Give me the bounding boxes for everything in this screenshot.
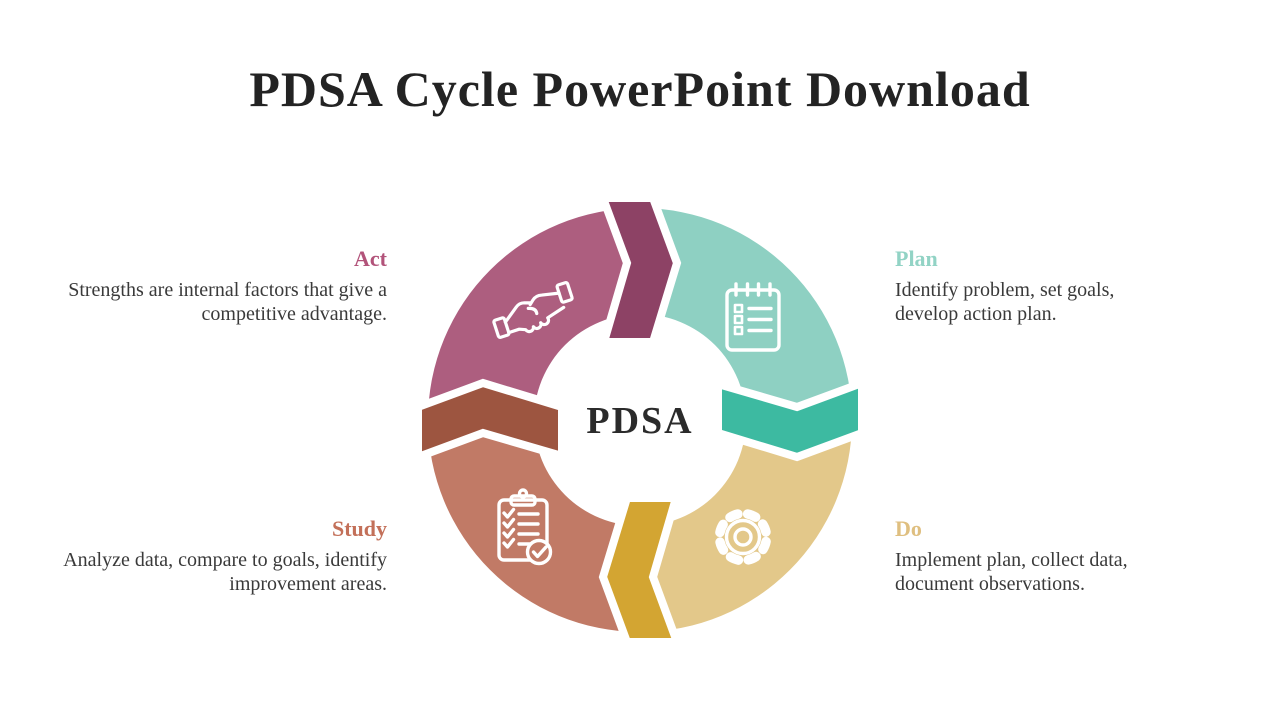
step-plan: Plan Identify problem, set goals, develo… — [895, 246, 1165, 326]
step-do-label: Do — [895, 516, 922, 541]
act-arrow — [597, 194, 682, 346]
clipboard-check-icon — [497, 488, 553, 566]
step-act: Act Strengths are internal factors that … — [47, 246, 387, 326]
diagram-center-label: PDSA — [586, 400, 693, 442]
step-study: Study Analyze data, compare to goals, id… — [47, 516, 387, 596]
ring-segments — [428, 208, 852, 632]
act-segment — [428, 208, 640, 420]
step-study-label: Study — [331, 516, 387, 541]
step-plan-description: Identify problem, set goals, develop act… — [895, 279, 1115, 325]
gear-icon — [714, 508, 772, 566]
checklist-notepad-icon — [725, 282, 781, 352]
step-plan-label: Plan — [895, 246, 938, 271]
do-segment — [640, 420, 852, 632]
step-study-description: Analyze data, compare to goals, identify… — [63, 549, 387, 595]
step-do: Do Implement plan, collect data, documen… — [895, 516, 1175, 596]
cycle-arrows — [414, 194, 866, 646]
study-segment — [428, 420, 640, 632]
page-title: PDSA Cycle PowerPoint Download — [249, 61, 1031, 117]
pdsa-cycle-diagram: PDSA — [414, 194, 866, 646]
step-do-description: Implement plan, collect data, document o… — [895, 549, 1128, 595]
check-badge-icon — [525, 538, 553, 566]
handshake-icon — [492, 281, 574, 339]
step-act-label: Act — [354, 246, 387, 271]
plan-arrow — [714, 377, 866, 462]
step-act-description: Strengths are internal factors that give… — [68, 279, 387, 325]
do-arrow — [598, 494, 683, 646]
study-arrow — [414, 378, 566, 463]
plan-segment — [640, 208, 852, 420]
